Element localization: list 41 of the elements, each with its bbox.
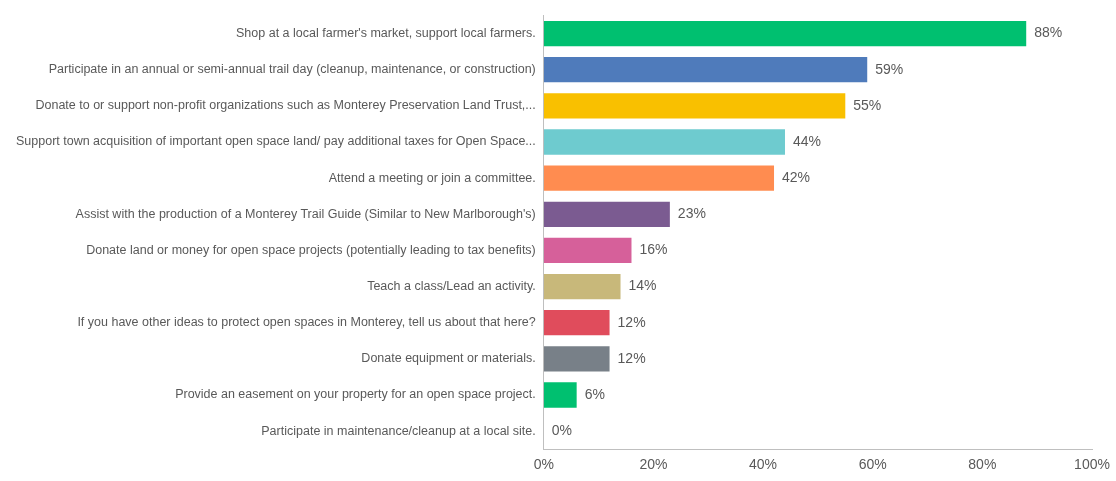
bar xyxy=(543,273,621,300)
y-tick-label: Donate equipment or materials. xyxy=(361,351,536,366)
y-tick-label: Attend a meeting or join a committee. xyxy=(328,170,536,185)
bar xyxy=(543,165,775,191)
data-label: 23% xyxy=(677,205,706,222)
data-label: 44% xyxy=(792,132,822,149)
y-tick-label: Support town acquisition of important open space land/ pay additional taxes for Open Space... xyxy=(15,134,536,149)
x-tick-label: 100% xyxy=(1074,456,1110,473)
data-label: 0% xyxy=(551,421,572,438)
y-tick-label: Participate in an annual or semi-annual trail day (cleanup, maintenance, or construction) xyxy=(48,62,536,77)
x-tick-label: 0% xyxy=(533,456,554,473)
y-tick-label: Donate land or money for open space projects (potentially leading to tax benefits) xyxy=(86,242,536,257)
y-tick-label: Donate to or support non-profit organizations such as Monterey Preservation Land Trust,... xyxy=(35,98,536,113)
data-label: 88% xyxy=(1034,24,1063,41)
data-label: 16% xyxy=(639,241,668,258)
y-tick-label: Shop at a local farmer's market, support local farmers. xyxy=(236,26,536,41)
data-label: 59% xyxy=(875,60,904,77)
y-tick-label: Teach a class/Lead an activity. xyxy=(367,279,536,294)
bar xyxy=(543,57,868,83)
bar xyxy=(543,346,610,372)
bar xyxy=(543,93,846,119)
y-tick-label: Provide an easement on your property for an open space project. xyxy=(175,387,536,402)
x-tick-label: 80% xyxy=(968,456,997,473)
data-label: 55% xyxy=(853,96,882,113)
y-tick-label: Assist with the production of a Monterey Trail Guide (Similar to New Marlborough's) xyxy=(75,206,536,221)
bar xyxy=(543,20,1027,47)
data-label: 12% xyxy=(617,349,646,366)
x-tick-label: 40% xyxy=(749,456,778,473)
bar xyxy=(543,201,670,227)
data-label: 6% xyxy=(584,385,605,402)
data-label: 12% xyxy=(617,313,646,330)
bar xyxy=(543,129,785,155)
x-tick-label: 20% xyxy=(639,456,668,473)
data-label: 14% xyxy=(628,277,657,294)
bar xyxy=(543,237,632,264)
bar xyxy=(543,382,577,408)
y-tick-label: If you have other ideas to protect open spaces in Monterey, tell us about that here? xyxy=(77,315,536,330)
data-label: 42% xyxy=(782,169,811,185)
x-tick-label: 60% xyxy=(858,456,887,473)
bar xyxy=(543,310,610,336)
y-tick-label: Participate in maintenance/cleanup at a local site. xyxy=(261,423,536,438)
